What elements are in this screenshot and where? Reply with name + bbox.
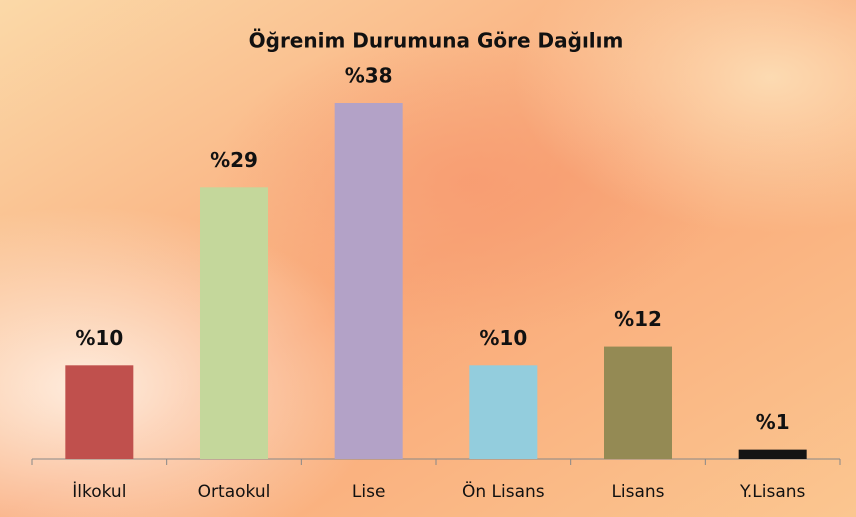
value-label: %10 bbox=[75, 326, 123, 350]
value-label: %38 bbox=[345, 64, 393, 88]
x-tick-label: Y.Lisans bbox=[739, 482, 806, 502]
x-tick-label: Ortaokul bbox=[198, 482, 271, 502]
bar bbox=[65, 365, 134, 459]
x-tick-label: Lise bbox=[352, 482, 386, 502]
bar bbox=[469, 365, 538, 459]
value-label: %1 bbox=[756, 410, 790, 434]
bar bbox=[738, 449, 807, 459]
chart-title: Öğrenim Durumuna Göre Dağılım bbox=[249, 29, 624, 53]
bar bbox=[604, 346, 672, 459]
value-label: %12 bbox=[614, 307, 662, 331]
x-tick-label: Ön Lisans bbox=[462, 480, 545, 502]
x-tick-label: İlkokul bbox=[72, 481, 126, 502]
value-label: %10 bbox=[479, 326, 527, 350]
x-tick-label: Lisans bbox=[611, 482, 664, 502]
bar bbox=[334, 103, 403, 459]
value-label: %29 bbox=[210, 148, 258, 172]
bar bbox=[200, 187, 268, 459]
